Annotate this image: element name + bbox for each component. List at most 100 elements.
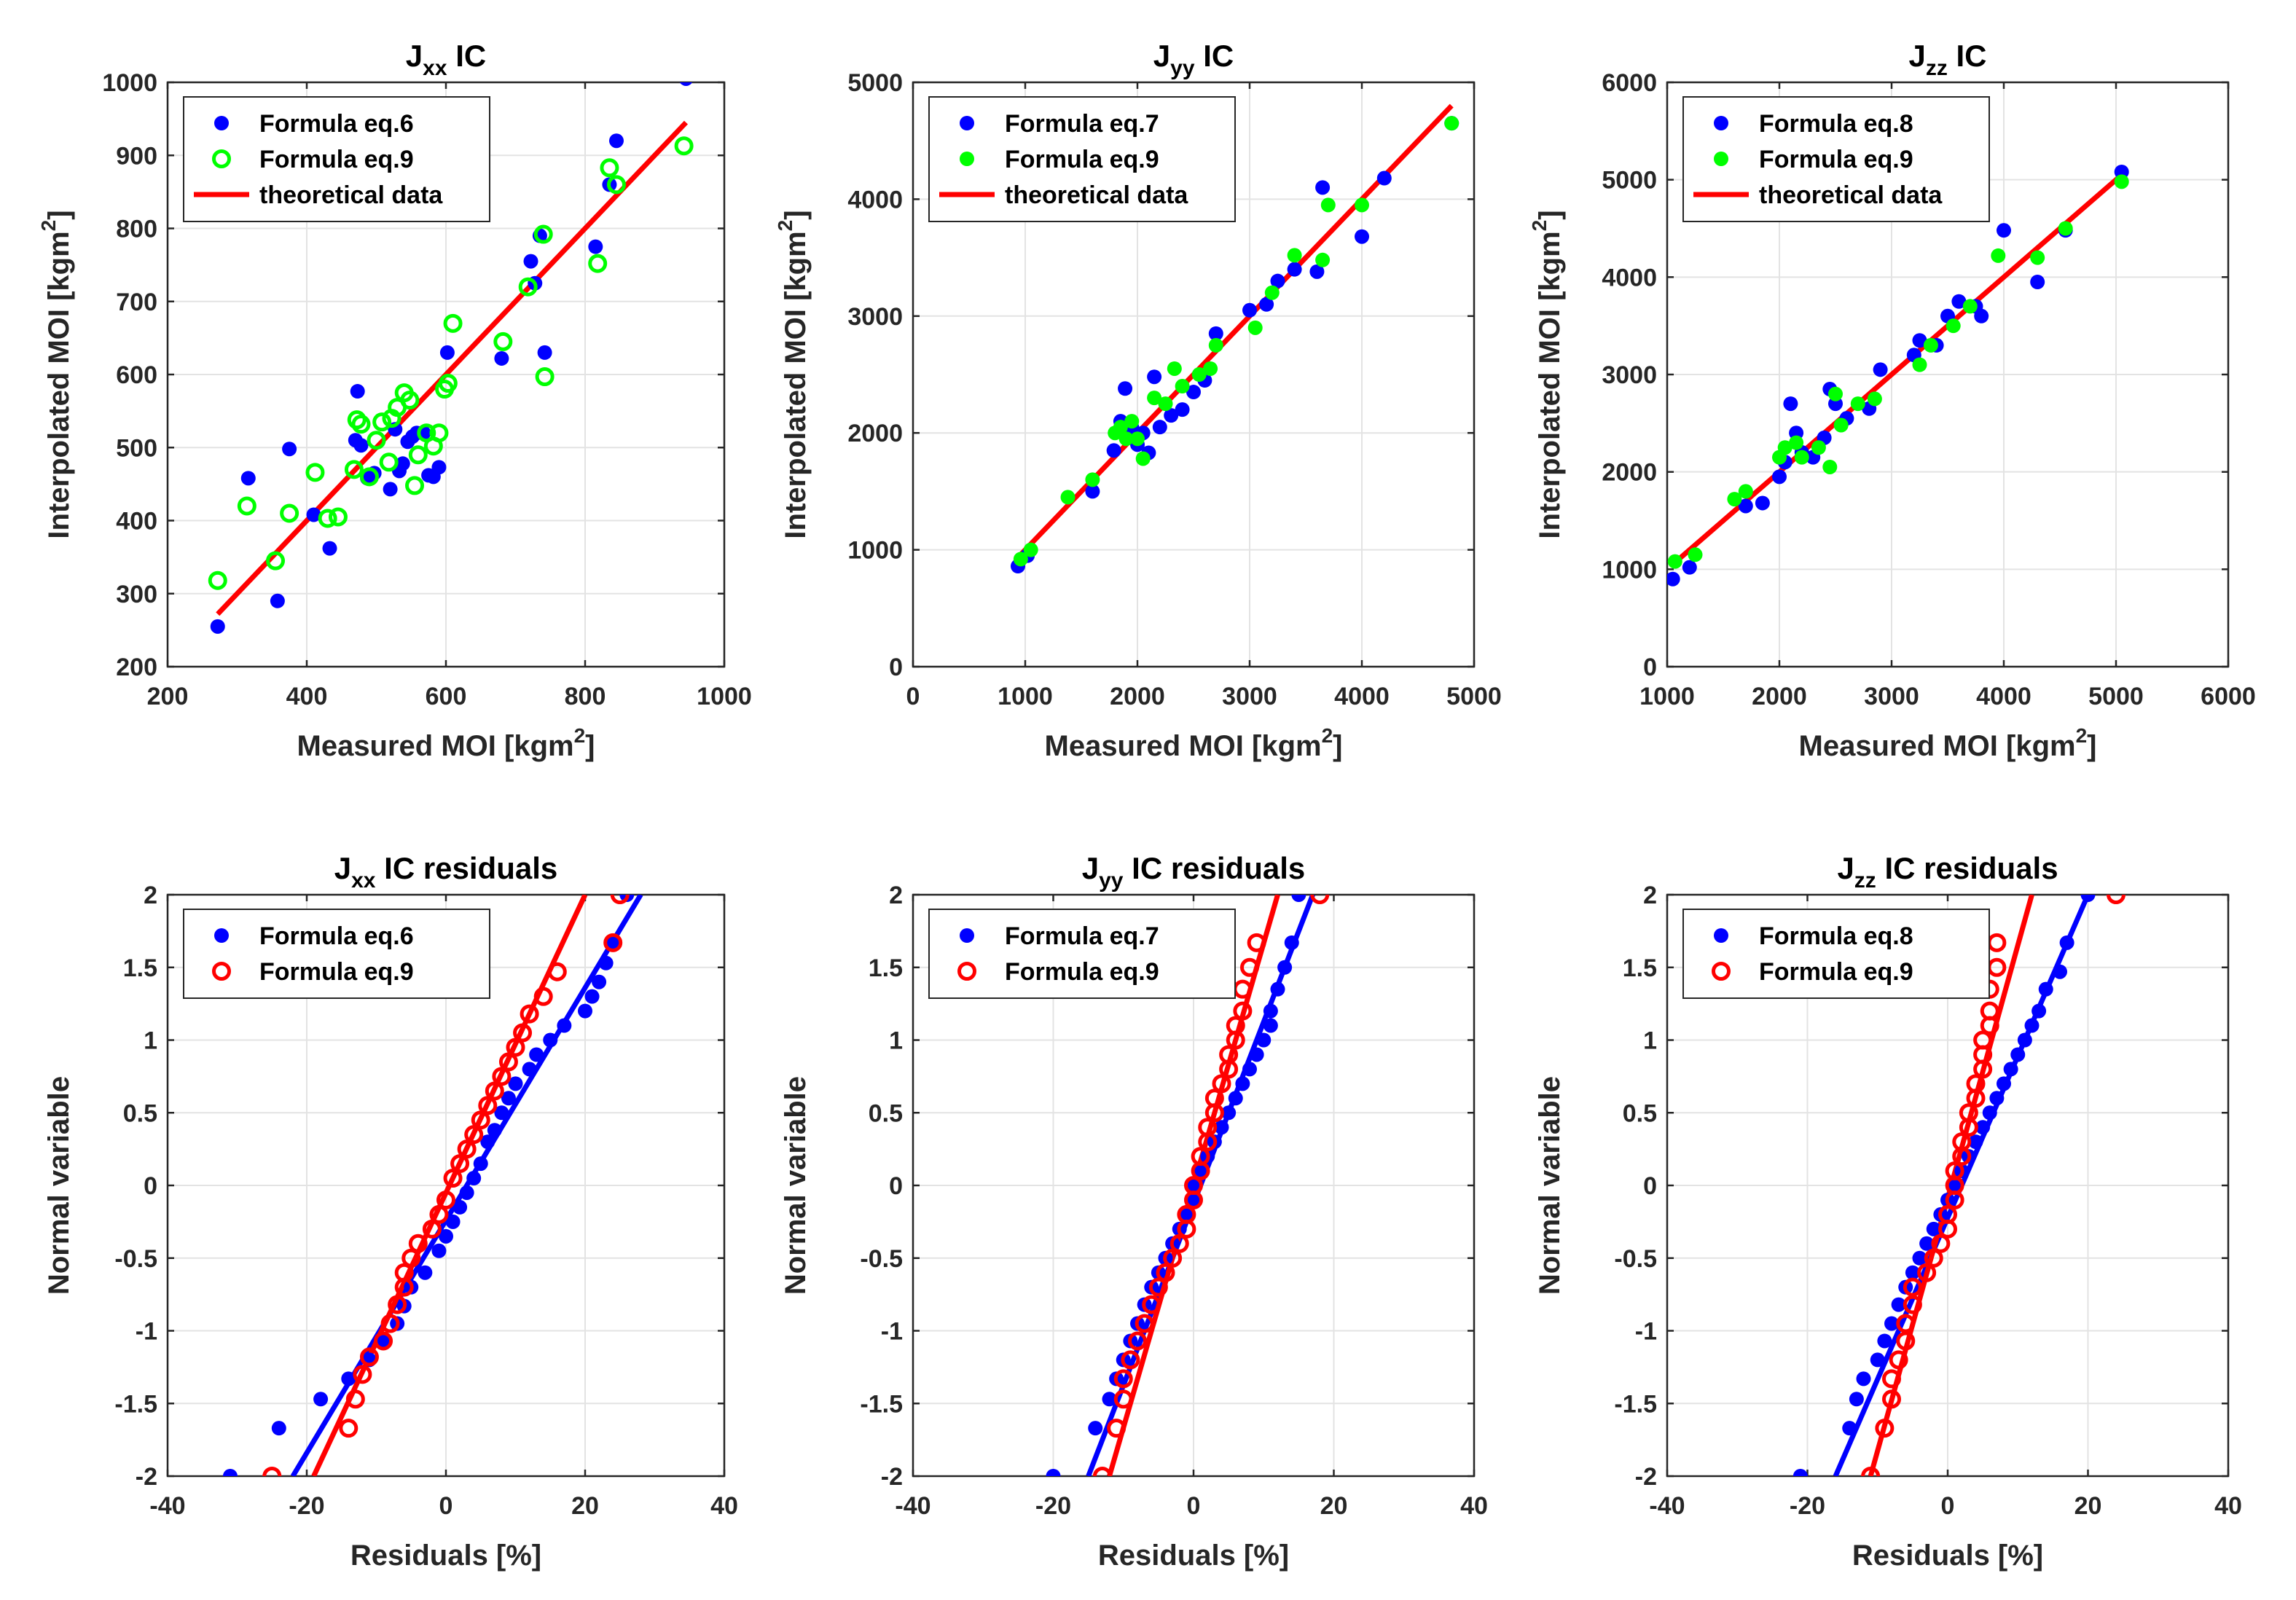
data-point xyxy=(1193,1164,1208,1179)
plot-area xyxy=(208,82,694,634)
data-point xyxy=(2003,1062,2018,1077)
data-point xyxy=(1789,435,1804,450)
data-point xyxy=(557,1018,572,1033)
data-point xyxy=(1842,1421,1857,1436)
data-point xyxy=(1204,1089,1224,1108)
data-point xyxy=(208,570,227,590)
legend-label: Formula eq.7 xyxy=(1005,922,1159,950)
data-point xyxy=(1912,333,1927,348)
x-tick-label: 1000 xyxy=(998,683,1053,710)
data-point xyxy=(1118,431,1134,447)
data-point xyxy=(1256,1032,1272,1048)
data-point xyxy=(1945,1161,1964,1181)
x-tick-label: -20 xyxy=(1790,1492,1825,1520)
data-point xyxy=(322,541,337,556)
data-point xyxy=(1783,396,1798,412)
data-point xyxy=(270,593,285,608)
data-point xyxy=(1891,1297,1906,1312)
data-point xyxy=(1147,369,1162,385)
data-point xyxy=(1270,273,1285,289)
data-point xyxy=(1794,450,1809,465)
y-tick-label: 1.5 xyxy=(123,954,157,982)
data-point xyxy=(1889,1350,1908,1370)
data-point xyxy=(1822,459,1838,474)
x-tick-label: 20 xyxy=(2074,1492,2102,1520)
data-point xyxy=(1856,1371,1871,1387)
y-axis-label: Interpolated MOI [kgm2] xyxy=(774,210,812,538)
data-point xyxy=(405,476,425,495)
data-point xyxy=(1191,367,1207,382)
data-point xyxy=(262,1467,282,1476)
legend-box xyxy=(928,909,1236,999)
data-point xyxy=(1107,1419,1127,1438)
data-point xyxy=(1903,1295,1922,1314)
data-point xyxy=(533,987,553,1006)
x-tick-label: 5000 xyxy=(2088,683,2144,710)
y-tick-label: 3000 xyxy=(847,303,903,331)
data-point xyxy=(1060,490,1075,505)
y-tick-label: 5000 xyxy=(847,69,903,97)
data-point xyxy=(1284,935,1299,950)
data-point xyxy=(445,1214,461,1229)
data-point xyxy=(1175,379,1190,394)
data-point xyxy=(1873,362,1888,377)
x-tick-label: -40 xyxy=(895,1492,930,1520)
data-point xyxy=(1191,1147,1210,1166)
x-tick-label: 4000 xyxy=(1334,683,1390,710)
data-point xyxy=(1264,285,1280,300)
data-point xyxy=(1688,547,1703,562)
y-tick-label: 2000 xyxy=(1602,459,1657,487)
data-point xyxy=(578,1003,592,1019)
legend-swatch xyxy=(957,962,976,981)
legend-swatch xyxy=(1714,928,1728,943)
data-point xyxy=(282,442,297,457)
data-point xyxy=(240,471,256,486)
data-point xyxy=(1315,180,1331,195)
data-point xyxy=(523,254,538,269)
data-point xyxy=(1013,552,1028,567)
data-point xyxy=(388,1295,407,1314)
data-point xyxy=(494,350,509,366)
data-point xyxy=(1113,1369,1133,1389)
legend-box xyxy=(183,909,490,999)
data-point xyxy=(1905,1265,1920,1280)
legend-label: Formula eq.9 xyxy=(1005,958,1159,986)
y-tick-label: -1.5 xyxy=(860,1390,903,1418)
y-tick-label: 1000 xyxy=(102,69,157,97)
legend-label: Formula eq.9 xyxy=(1759,146,1913,173)
data-point xyxy=(1235,1076,1250,1091)
y-tick-label: -1.5 xyxy=(114,1390,157,1418)
x-tick-label: 0 xyxy=(1941,1492,1955,1520)
legend-label: Formula eq.9 xyxy=(1759,958,1913,986)
legend-box xyxy=(1682,96,1990,222)
data-point xyxy=(222,1469,238,1476)
data-point xyxy=(1212,1074,1231,1094)
data-point xyxy=(383,482,398,497)
data-point xyxy=(1833,417,1849,433)
data-point xyxy=(471,1110,490,1130)
y-tick-label: 1 xyxy=(889,1027,903,1055)
data-point xyxy=(452,1199,468,1215)
data-point xyxy=(1219,1045,1239,1064)
x-tick-label: -40 xyxy=(149,1492,185,1520)
data-point xyxy=(1924,1248,1943,1268)
data-point xyxy=(674,136,694,156)
data-point xyxy=(1167,361,1182,376)
y-tick-label: 0.5 xyxy=(869,1099,903,1127)
data-point xyxy=(2030,275,2045,290)
data-point xyxy=(606,175,626,195)
plot-area xyxy=(1010,103,1460,574)
x-tick-label: 40 xyxy=(2214,1492,2242,1520)
x-axis-label: Residuals [%] xyxy=(1852,1540,2043,1572)
chart-panel: 0 1000 2000 3000 4000 5000 0 1000 2000 3000 4000 50… xyxy=(774,39,1502,762)
data-point xyxy=(493,332,513,351)
data-point xyxy=(1877,1333,1892,1349)
data-point xyxy=(1982,1105,1997,1121)
data-point xyxy=(1156,1263,1175,1282)
data-point xyxy=(1175,402,1190,417)
chart-title: Jzz IC xyxy=(1908,39,1986,80)
data-point xyxy=(1135,1314,1154,1333)
data-point xyxy=(1931,1234,1951,1253)
data-point xyxy=(1926,1221,1941,1236)
